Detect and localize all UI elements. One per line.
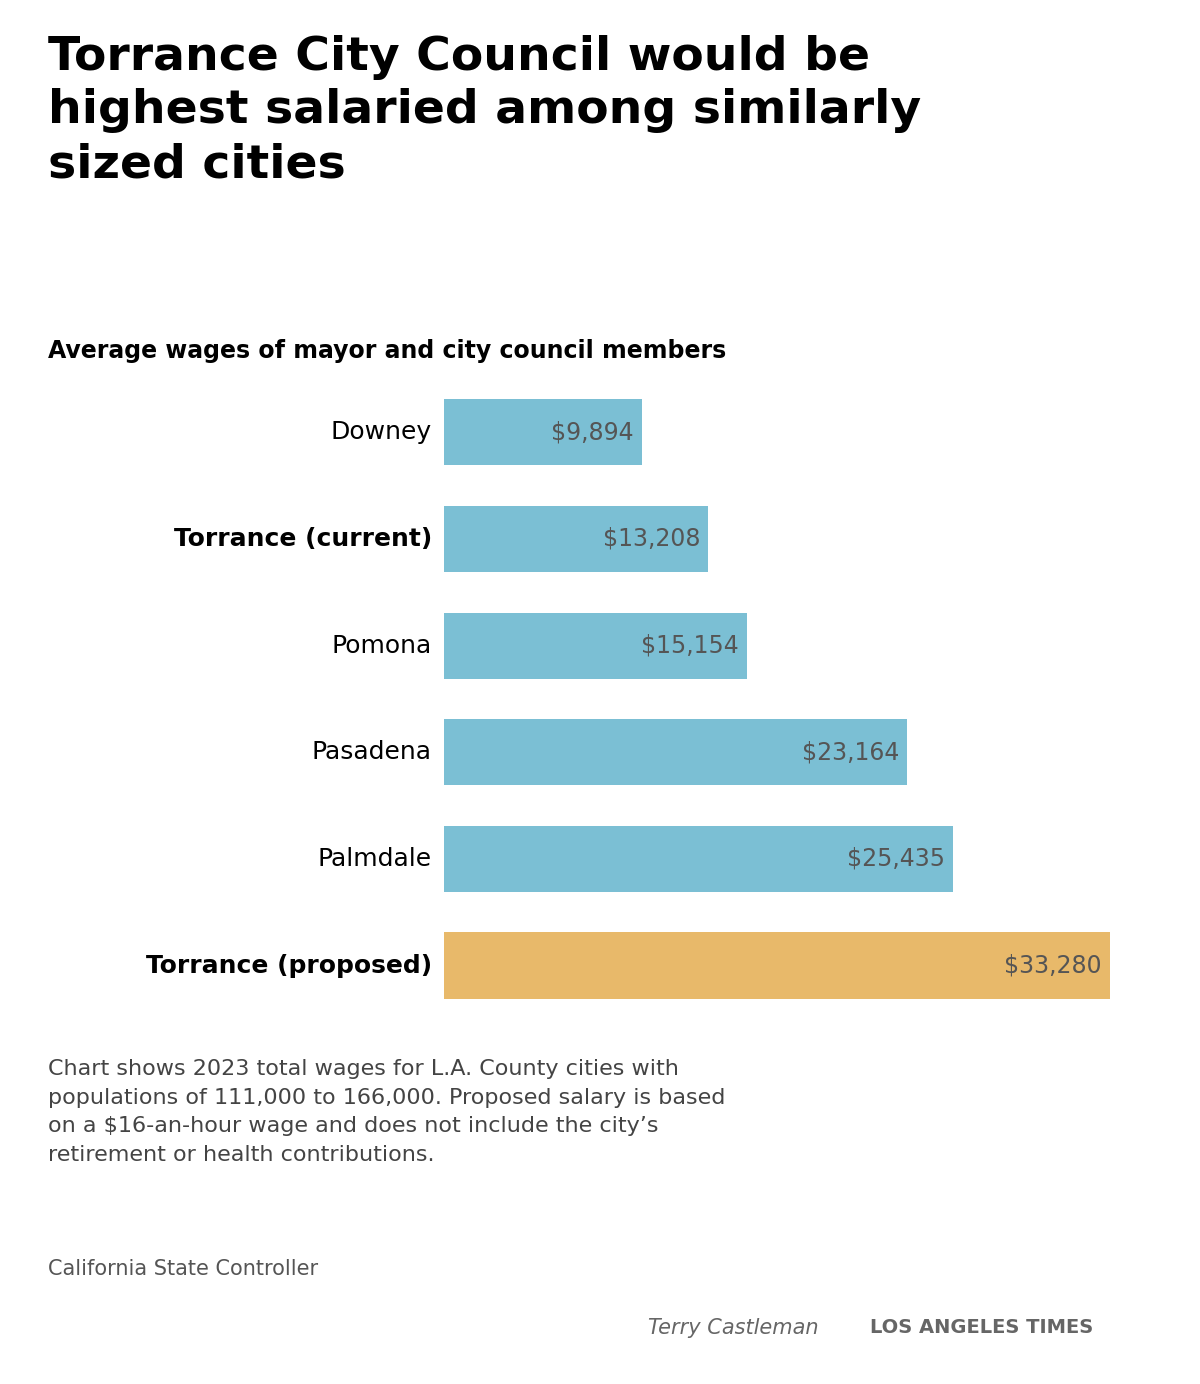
Text: Torrance (proposed): Torrance (proposed) — [146, 954, 432, 977]
Text: Downey: Downey — [331, 421, 432, 444]
Text: $9,894: $9,894 — [551, 421, 634, 444]
Text: $33,280: $33,280 — [1004, 954, 1102, 977]
Bar — [444, 399, 642, 465]
Text: $13,208: $13,208 — [602, 527, 700, 551]
Text: Terry Castleman: Terry Castleman — [648, 1318, 818, 1337]
Text: Torrance City Council would be
highest salaried among similarly
sized cities: Torrance City Council would be highest s… — [48, 35, 922, 187]
Bar — [444, 720, 907, 785]
Text: Torrance (current): Torrance (current) — [174, 527, 432, 551]
Text: Pomona: Pomona — [331, 634, 432, 657]
Text: Pasadena: Pasadena — [312, 740, 432, 764]
Text: $25,435: $25,435 — [847, 847, 944, 871]
Text: California State Controller: California State Controller — [48, 1259, 318, 1279]
Text: $23,164: $23,164 — [802, 740, 899, 764]
Text: Chart shows 2023 total wages for L.A. County cities with
populations of 111,000 : Chart shows 2023 total wages for L.A. Co… — [48, 1059, 725, 1165]
Text: Average wages of mayor and city council members: Average wages of mayor and city council … — [48, 339, 726, 363]
Text: LOS ANGELES TIMES: LOS ANGELES TIMES — [870, 1318, 1093, 1337]
Bar — [444, 613, 748, 678]
Text: Palmdale: Palmdale — [318, 847, 432, 871]
Bar — [444, 826, 953, 891]
Bar — [444, 507, 708, 572]
Bar — [444, 933, 1110, 999]
Text: $15,154: $15,154 — [641, 634, 739, 657]
